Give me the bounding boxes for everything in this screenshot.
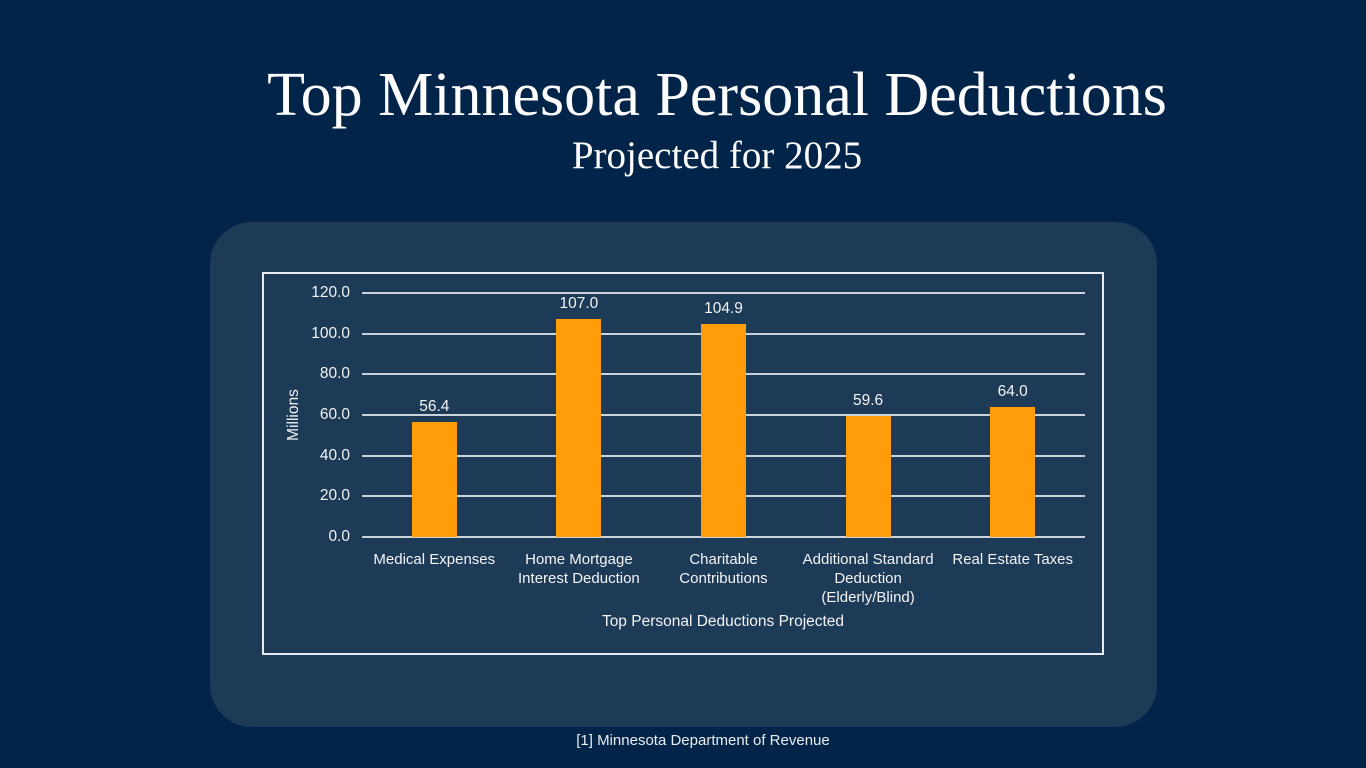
y-tick-label: 60.0	[319, 406, 350, 423]
page-subtitle: Projected for 2025	[571, 134, 863, 177]
source-footnote: [1] Minnesota Department of Revenue	[576, 732, 830, 749]
chart-panel: Millions 0.0 20.0 40.0 60.0 80.0 100.0 120.0 5…	[210, 222, 1157, 727]
bar	[556, 319, 602, 537]
x-category-label: Charitable Contributions	[679, 551, 768, 587]
slide-header: Top Minnesota Personal Deductions Projec…	[34, 58, 1366, 180]
bar-chart: Millions 0.0 20.0 40.0 60.0 80.0 100.0 120.0 5…	[262, 272, 1104, 655]
y-tick-label: 120.0	[311, 284, 350, 301]
x-category-label: Medical Expenses	[373, 551, 496, 568]
bar	[701, 323, 746, 537]
y-tick-label: 40.0	[319, 446, 350, 464]
x-category-label: Home Mortgage Interest Deduction	[518, 551, 640, 587]
x-category-label: Additional Standard Deduction (Elderly/B…	[802, 551, 934, 606]
y-tick-label: 20.0	[319, 487, 350, 505]
bar	[845, 415, 891, 537]
grid-line	[362, 536, 1085, 538]
bar	[411, 422, 457, 537]
value-label: 59.6	[853, 391, 884, 409]
x-axis-title: Top Personal Deductions Projected	[601, 613, 845, 630]
value-label: 104.9	[704, 299, 743, 317]
y-tick-label: 0.0	[328, 528, 350, 545]
value-label: 64.0	[997, 382, 1028, 400]
value-label: 56.4	[419, 398, 450, 416]
page-title: Top Minnesota Personal Deductions	[267, 61, 1167, 129]
value-label: 107.0	[559, 295, 599, 313]
x-category-label: Real Estate Taxes	[952, 551, 1073, 568]
y-tick-label: 100.0	[311, 324, 350, 342]
grid-line	[362, 292, 1085, 294]
y-tick-label: 80.0	[319, 365, 350, 383]
bar	[990, 406, 1036, 537]
